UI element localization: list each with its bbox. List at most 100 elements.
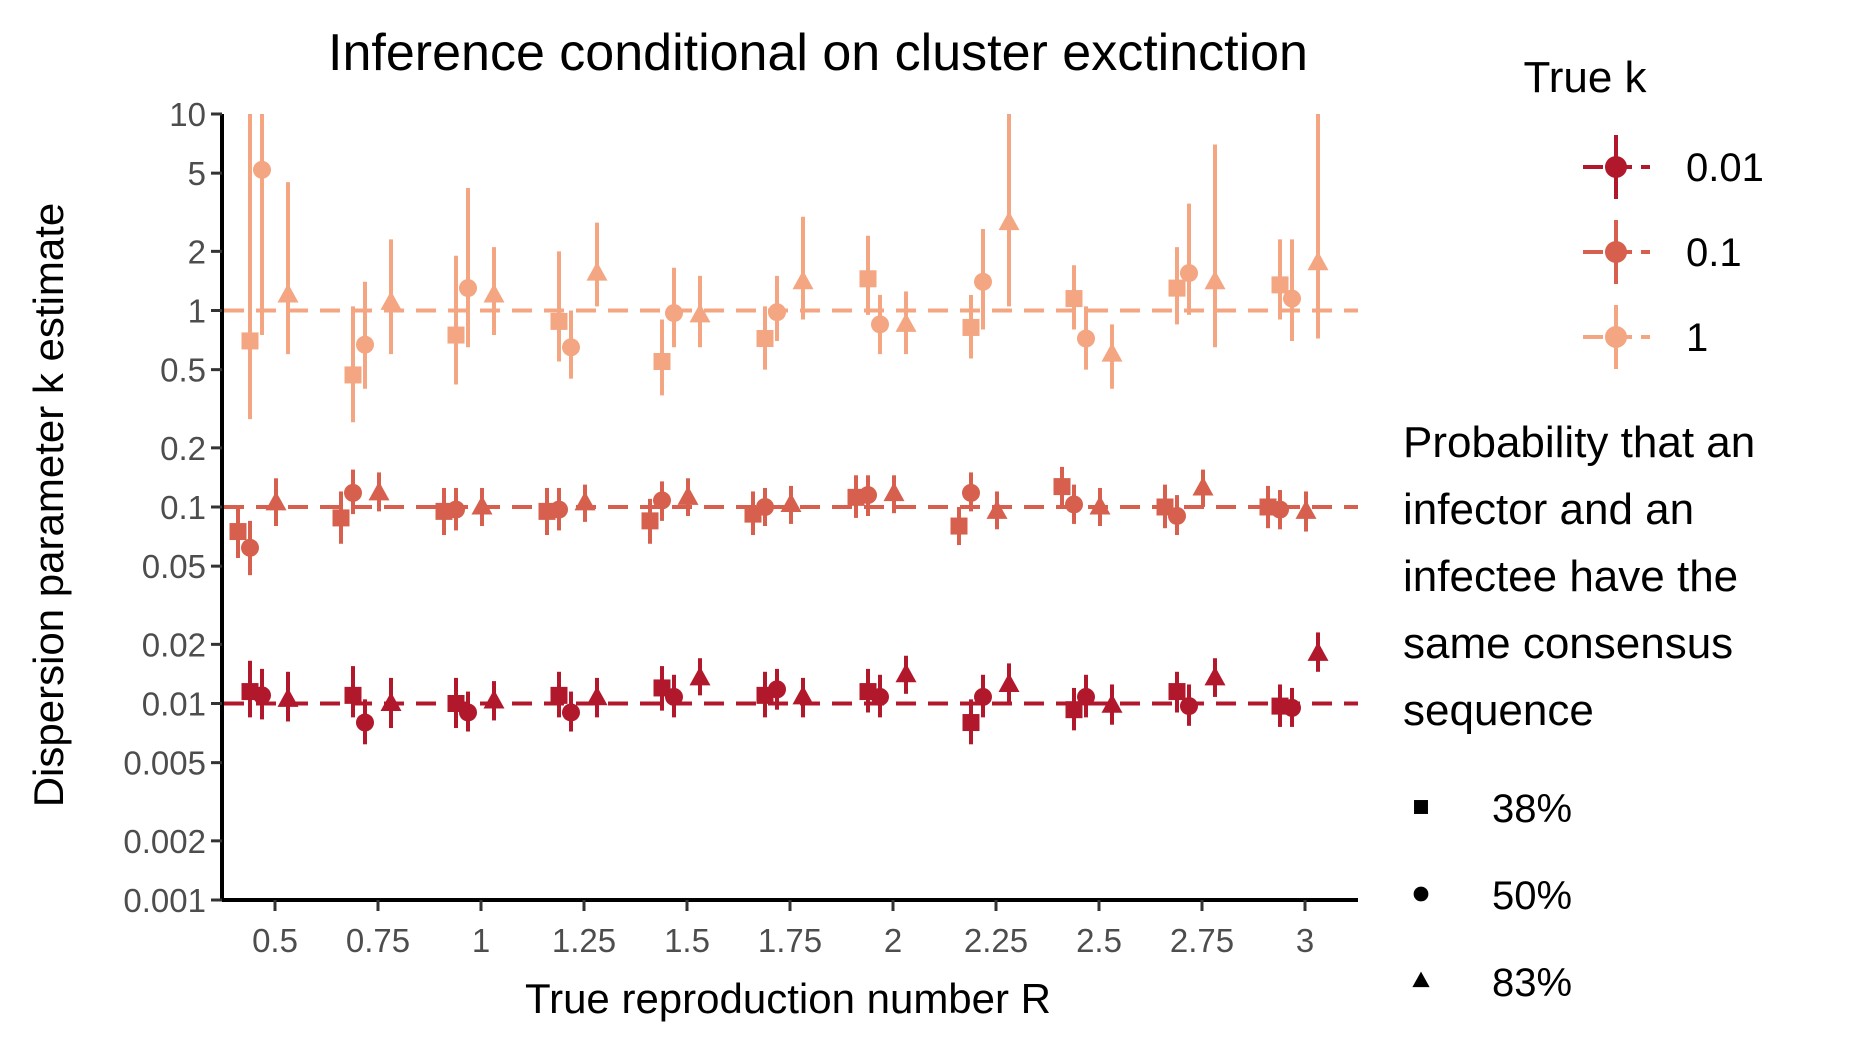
square-marker [950,517,968,535]
circle-marker [962,483,980,502]
circle-marker [356,713,374,732]
triangle-marker [483,283,505,303]
data-point [1053,466,1071,507]
data-point [459,188,477,348]
data-point [1065,687,1083,731]
triangle-marker [1192,476,1214,496]
data-point [447,487,465,531]
legend-probability-entry: 38% [1414,787,1572,831]
circle-marker [871,315,889,334]
data-point [768,668,786,710]
data-point [1204,658,1226,697]
data-point [895,655,917,694]
data-point [483,247,505,336]
circle-marker [871,687,889,706]
triangle-marker [689,303,711,323]
data-point [998,663,1020,704]
data-point [574,484,596,522]
legend-true-k-label: 0.01 [1686,146,1764,190]
y-tick-label: 10 [169,96,206,133]
data-point [756,306,774,370]
data-point [768,275,786,341]
circle-marker [974,687,992,706]
x-tick-label: 0.5 [252,922,298,959]
data-point [859,475,877,516]
circle-marker [1180,697,1198,716]
y-axis: 0.001 0.002 0.005 0.01 0.02 0.05 0.1 0.2 0.5 1 2 5 1… [123,96,224,919]
triangle-marker [895,312,917,332]
data-point [665,267,683,348]
x-tick-label: 1.25 [552,922,616,959]
triangle-marker [998,211,1020,231]
data-point [1065,484,1083,524]
data-point [895,291,917,355]
circle-marker [562,338,580,357]
legend-probability-label: 50% [1492,874,1572,918]
data-point [653,481,671,521]
legend-probability-title-line: same consensus [1403,619,1733,668]
triangle-marker [1412,971,1430,988]
y-tick-label: 5 [188,155,206,192]
square-marker [550,686,568,704]
legend-true-k: True k 0.01 0.1 1 [1523,53,1764,369]
data-point [792,677,814,718]
legend-probability-title-line: infector and an [1403,485,1694,534]
circle-marker [356,335,374,354]
square-marker [962,318,980,336]
data-point [447,677,465,729]
circle-marker [1168,506,1186,525]
data-point [1180,684,1198,726]
x-tick-label: 2.5 [1076,922,1122,959]
square-marker [229,523,247,541]
triangle-marker [792,270,814,290]
legend-probability-title-line: sequence [1403,686,1594,735]
data-point [229,507,247,559]
data-point [653,666,671,711]
data-point [550,671,568,718]
triangle-marker [1204,666,1226,686]
data-point [792,216,814,320]
x-tick-label: 0.75 [346,922,410,959]
legend-true-k-entry: 0.01 [1583,135,1764,199]
triangle-marker [471,495,493,515]
legend-probability-title-line: Probability that an [1403,418,1755,467]
square-marker [756,330,774,348]
data-point [1271,490,1289,530]
circle-marker [1283,698,1301,717]
data-point [356,699,374,745]
y-tick-label: 0.001 [123,882,206,919]
data-point [962,699,980,745]
legend-circle-marker [1605,156,1627,178]
data-point [1101,324,1123,389]
y-tick-label: 0.02 [142,626,206,663]
series-k-0.1 [229,466,1317,576]
data-point [586,222,608,307]
data-point [344,666,362,718]
square-marker [653,353,671,371]
data-point [265,478,287,527]
data-point [562,310,580,379]
triangle-marker [277,283,299,303]
legend-circle-marker [1605,241,1627,263]
series-k-1 [241,114,1329,423]
square-marker [1065,290,1083,308]
data-point [1168,495,1186,536]
y-tick-label: 0.05 [142,548,206,585]
data-point [380,677,402,729]
triangle-marker [1307,641,1329,661]
square-marker [1271,276,1289,294]
data-point [1307,114,1329,339]
legend-probability-label: 83% [1492,961,1572,1005]
data-point [950,507,968,546]
y-tick-label: 0.1 [160,489,206,526]
data-point [550,487,568,531]
x-tick-label: 2.75 [1170,922,1234,959]
data-point [1168,247,1186,325]
circle-marker [459,279,477,298]
data-point [277,671,299,722]
square-marker [344,366,362,384]
triangle-marker [277,687,299,707]
triangle-marker [380,290,402,310]
data-point [253,668,271,720]
